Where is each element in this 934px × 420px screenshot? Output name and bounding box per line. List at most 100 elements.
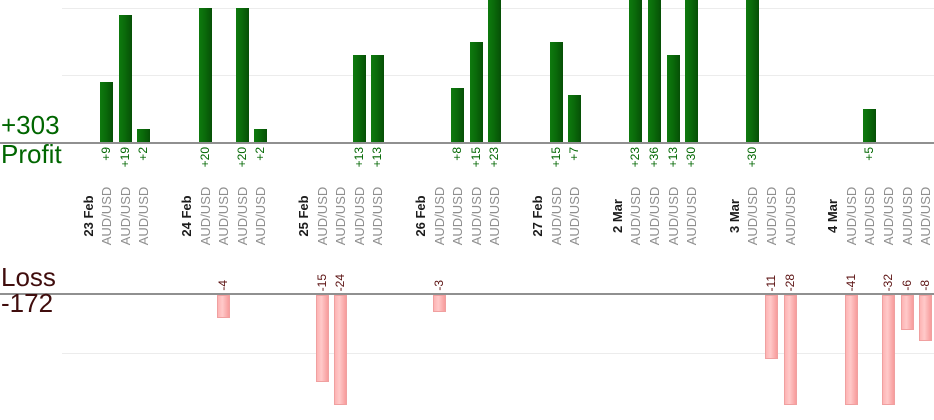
loss-total-label: -172 (1, 288, 54, 318)
loss-bar (881, 295, 895, 405)
date-label: 25 Feb (295, 195, 311, 237)
profit-bar (666, 54, 680, 142)
date-label: 3 Mar (726, 199, 742, 233)
loss-value-label: -3 (431, 280, 446, 291)
symbol-label: AUD/USD (899, 186, 915, 246)
profit-value-label: +23 (628, 147, 643, 168)
profit-value-label: +13 (370, 147, 385, 168)
profit-bar (863, 108, 877, 142)
profit-value-label: +15 (468, 147, 483, 168)
profit-bar (371, 54, 385, 142)
profit-value-label: +2 (253, 147, 268, 161)
symbol-label: AUD/USD (918, 186, 934, 246)
profit-value-label: +13 (351, 147, 366, 168)
loss-bar (315, 295, 329, 382)
symbol-label: AUD/USD (646, 186, 662, 246)
profit-bar (685, 0, 699, 142)
symbol-label: AUD/USD (862, 186, 878, 246)
symbol-label: AUD/USD (314, 186, 330, 246)
profit-value-label: +20 (234, 147, 249, 168)
symbol-label: AUD/USD (548, 186, 564, 246)
profit-value-label: +2 (136, 147, 151, 161)
loss-value-label: -41 (843, 273, 858, 291)
date-label: 24 Feb (178, 195, 194, 237)
symbol-label: AUD/USD (333, 186, 349, 246)
profit-axis-line (0, 142, 934, 144)
symbol-label: AUD/USD (136, 186, 152, 246)
symbol-label: AUD/USD (216, 186, 232, 246)
loss-value-label: -11 (763, 274, 778, 291)
loss-bar (334, 295, 348, 405)
loss-axis-title: Loss (1, 262, 56, 292)
profit-bar (352, 54, 366, 142)
symbol-label: AUD/USD (487, 186, 503, 246)
date-label: 27 Feb (529, 195, 545, 237)
profit-bar (451, 88, 465, 142)
symbol-label: AUD/USD (745, 186, 761, 246)
symbol-label: AUD/USD (253, 186, 269, 246)
loss-bar (900, 295, 914, 330)
symbol-label: AUD/USD (370, 186, 386, 246)
symbol-label: AUD/USD (351, 186, 367, 246)
profit-bar (118, 14, 132, 142)
profit-value-label: +36 (646, 147, 661, 168)
profit-bar (100, 81, 114, 142)
profit-bar (137, 128, 151, 142)
date-label: 23 Feb (80, 195, 96, 237)
loss-value-label: -15 (314, 273, 329, 291)
profit-bar (488, 0, 502, 142)
symbol-label: AUD/USD (468, 186, 484, 246)
profit-value-label: +30 (684, 147, 699, 168)
date-label: 4 Mar (825, 199, 841, 233)
profit-value-label: +23 (487, 147, 502, 168)
profit-value-label: +13 (665, 147, 680, 168)
loss-value-label: -4 (216, 280, 231, 291)
profit-value-label: +9 (99, 147, 114, 161)
profit-value-label: +15 (548, 147, 563, 168)
loss-value-label: -28 (782, 273, 797, 291)
profit-value-label: +30 (745, 147, 760, 168)
loss-value-label: -8 (918, 280, 933, 291)
profit-value-label: +7 (567, 147, 582, 161)
symbol-label: AUD/USD (431, 186, 447, 246)
profit-value-label: +20 (197, 147, 212, 168)
symbol-label: AUD/USD (684, 186, 700, 246)
profit-bar (469, 41, 483, 142)
gridline (62, 353, 934, 354)
symbol-label: AUD/USD (763, 186, 779, 246)
symbol-label: AUD/USD (234, 186, 250, 246)
profit-bar (647, 0, 661, 142)
loss-value-label: -32 (880, 273, 895, 291)
loss-bar (919, 295, 933, 342)
profit-bar (235, 8, 249, 142)
loss-bar (764, 295, 778, 359)
loss-bar (844, 295, 858, 405)
symbol-label: AUD/USD (197, 186, 213, 246)
profit-bar (629, 0, 643, 142)
profit-bar (549, 41, 563, 142)
symbol-label: AUD/USD (665, 186, 681, 246)
loss-bar (432, 295, 446, 313)
loss-bar (783, 295, 797, 405)
date-label: 2 Mar (609, 199, 625, 233)
date-label: 26 Feb (412, 195, 428, 237)
profit-value-label: +8 (450, 147, 465, 161)
symbol-label: AUD/USD (880, 186, 896, 246)
profit-total-label: +303 (1, 110, 60, 140)
profit-value-label: +5 (862, 147, 877, 161)
symbol-label: AUD/USD (117, 186, 133, 246)
profit-bar (746, 0, 760, 142)
profit-bar (254, 128, 268, 142)
symbol-label: AUD/USD (99, 186, 115, 246)
loss-value-label: -6 (899, 280, 914, 291)
symbol-label: AUD/USD (628, 186, 644, 246)
profit-bar (198, 8, 212, 142)
symbol-label: AUD/USD (567, 186, 583, 246)
loss-bar (217, 295, 231, 319)
loss-axis-line (0, 293, 934, 295)
profit-value-label: +19 (117, 147, 132, 168)
profit-bar (568, 95, 582, 142)
loss-value-label: -24 (333, 273, 348, 291)
profit-axis-title: Profit (1, 139, 62, 169)
